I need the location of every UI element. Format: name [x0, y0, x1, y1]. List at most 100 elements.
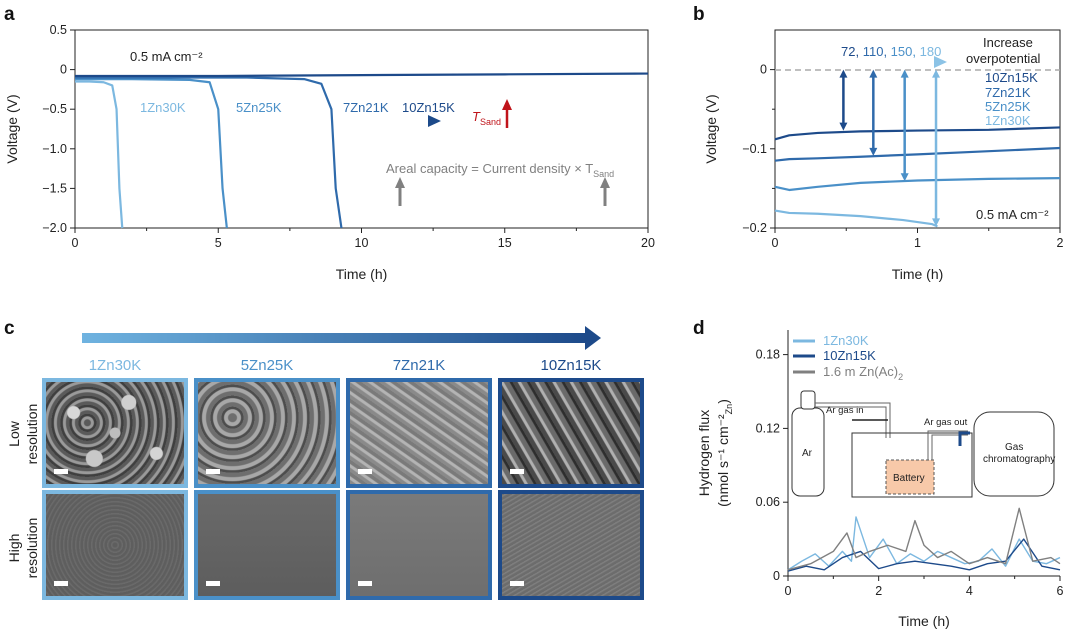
- panel-a-gray-arrowhead-2: [600, 177, 610, 188]
- panel-b-numbers: 72, 110, 150, 180: [841, 44, 941, 59]
- panel-a-series: [75, 72, 649, 229]
- panel-d-y-axis-title-line1: Hydrogen flux: [696, 410, 712, 496]
- panel-b-x-tick-label: 1: [914, 236, 921, 250]
- ar-cylinder-valve: [800, 390, 816, 410]
- panel-a-label-5zn25k: 5Zn25K: [236, 100, 282, 115]
- panel-d-legend-10zn15k: 10Zn15K: [823, 348, 876, 363]
- panel-d-series: [787, 507, 1061, 572]
- scale-bar: [358, 469, 372, 474]
- panel-a-y-tick-label: 0.5: [50, 23, 67, 37]
- panel-b-arrowhead-down: [932, 218, 941, 227]
- scale-bar: [358, 581, 372, 586]
- panel-b-series-10zn15k: [774, 126, 1061, 141]
- panel-a-x-tick-label: 0: [72, 236, 79, 250]
- panel-a-x-tick-label: 15: [498, 236, 512, 250]
- panel-c-row-high: High resolution: [6, 517, 40, 579]
- panel-b-arrowhead-up: [839, 69, 848, 78]
- panel-c-header-10zn15k: 10Zn15K: [540, 357, 602, 374]
- panel-a-label-7zn21k: 7Zn21K: [343, 100, 389, 115]
- sem-high-5zn25k: [194, 490, 340, 600]
- panel-a-y-tick-label: −1.0: [42, 142, 67, 156]
- panel-b-letter: b: [693, 4, 705, 25]
- panel-d-x-tick-label: 4: [966, 584, 973, 598]
- panel-d-legend-1zn30k: 1Zn30K: [823, 333, 869, 348]
- schematic-gc-line2: chromatography: [983, 454, 1055, 465]
- battery-cell: [885, 459, 935, 495]
- panel-b-series-7zn21k: [774, 146, 1061, 162]
- panel-a-label-10zn15k: 10Zn15K: [402, 100, 455, 115]
- panel-d-x-axis-title: Time (h): [898, 613, 950, 629]
- panel-a-series-10zn15k: [75, 72, 649, 78]
- schematic-gas-in-label: Ar gas in: [826, 405, 864, 416]
- panel-a-y-tick-label: −1.5: [42, 181, 67, 195]
- gas-in-pipe-outer: [815, 402, 891, 438]
- panel-a-y-tick-label: −2.0: [42, 221, 67, 235]
- panel-b-increase-line2: overpotential: [966, 51, 1041, 66]
- panel-b-y-tick-label: −0.1: [742, 142, 767, 156]
- panel-b-x-tick-label: 2: [1057, 236, 1064, 250]
- sem-high-1zn30k: [42, 490, 188, 600]
- panel-b-arrowhead-down: [900, 173, 909, 182]
- panel-c-trend-arrow: [82, 333, 587, 343]
- panel-d-y-tick-label: 0: [773, 569, 780, 583]
- panel-a-series-5zn25k: [75, 78, 228, 229]
- scale-bar: [206, 469, 220, 474]
- panel-b-series-1zn30k: [774, 209, 938, 228]
- panel-d-series-10zn15k: [787, 538, 1061, 572]
- panel-a-x-tick-label: 10: [355, 236, 369, 250]
- panel-a-gray-arrowhead-1: [395, 177, 405, 188]
- panel-b-series: [774, 126, 1061, 228]
- panel-b-x-axis-title: Time (h): [892, 266, 944, 282]
- panel-b-x-tick-label: 0: [772, 236, 779, 250]
- panel-a-red-arrowhead: [502, 99, 512, 110]
- panel-b-increase-line1: Increase: [983, 35, 1033, 50]
- panel-d-series-1-6-m-zn-ac-2: [787, 507, 1061, 571]
- panel-b-arrowhead-down: [839, 122, 848, 131]
- panel-a-tsand-label: TSand: [472, 109, 501, 127]
- panel-c-header-5zn25k: 5Zn25K: [240, 357, 294, 374]
- panel-d-y-tick-label: 0.12: [756, 421, 780, 435]
- panel-a-x-axis-title: Time (h): [336, 266, 388, 282]
- panel-b-trend-arrowhead: [934, 56, 947, 68]
- gas-out-pipe-outer: [927, 430, 968, 460]
- panel-a-axes: 0 5 10 15 20 0.5 0 −0.5 −1.0 −1.5 −2.0 Time (h) Volt…: [4, 23, 655, 282]
- gas-in-pipe-inner: [815, 406, 887, 438]
- panel-d-y-tick-label: 0.06: [756, 495, 780, 509]
- gas-out-pipe-inner: [931, 434, 968, 460]
- panel-b-arrowhead-up: [900, 69, 909, 78]
- schematic-battery-label: Battery: [893, 473, 925, 484]
- panel-c-header-7zn21k: 7Zn21K: [392, 357, 446, 374]
- panel-a-series-7zn21k: [75, 76, 343, 229]
- panel-a-x-tick-label: 20: [641, 236, 655, 250]
- panel-d-y-axis-title-line2: (nmol s⁻¹ cm⁻²Zn): [715, 399, 734, 507]
- panel-a-trend-arrowhead: [428, 115, 441, 127]
- panel-d-x-tick-label: 6: [1057, 584, 1064, 598]
- scale-bar: [206, 581, 220, 586]
- gc-schematic: Ar Ar gas in Battery Ar gas out Gas chro…: [791, 390, 1055, 498]
- scale-bar: [54, 469, 68, 474]
- gas-out-arrow: [958, 431, 970, 446]
- sem-low-5zn25k: [194, 378, 340, 488]
- sem-high-10zn15k: [498, 490, 644, 600]
- panel-c-letter: c: [4, 318, 15, 339]
- panel-d-legend-znac: 1.6 m Zn(Ac)2: [823, 364, 903, 382]
- panel-b-series-5zn25k: [774, 177, 1061, 192]
- sem-low-1zn30k: [42, 378, 188, 488]
- panel-b-legend-7zn21k: 7Zn21K: [985, 85, 1031, 100]
- panel-a-current-label: 0.5 mA cm⁻²: [130, 49, 203, 64]
- panel-c-row-low: Low resolution: [6, 403, 40, 465]
- panel-b-legend-10zn15k: 10Zn15K: [985, 70, 1038, 85]
- panel-a-series-1zn30k: [75, 80, 124, 229]
- panel-b-legend-1zn30k: 1Zn30K: [985, 113, 1031, 128]
- schematic-gas-out-label: Ar gas out: [924, 417, 968, 428]
- battery-enclosure: [851, 432, 973, 498]
- panel-a-letter: a: [4, 4, 15, 25]
- panel-b-arrowhead-up: [869, 69, 878, 78]
- panel-b-axes: 0 1 2 0 −0.1 −0.2 Time (h) Voltage (V): [703, 29, 1064, 282]
- panel-c-header-1zn30k: 1Zn30K: [88, 357, 142, 374]
- panel-d-x-tick-label: 2: [875, 584, 882, 598]
- sem-low-10zn15k: [498, 378, 644, 488]
- panel-d-x-tick-label: 0: [785, 584, 792, 598]
